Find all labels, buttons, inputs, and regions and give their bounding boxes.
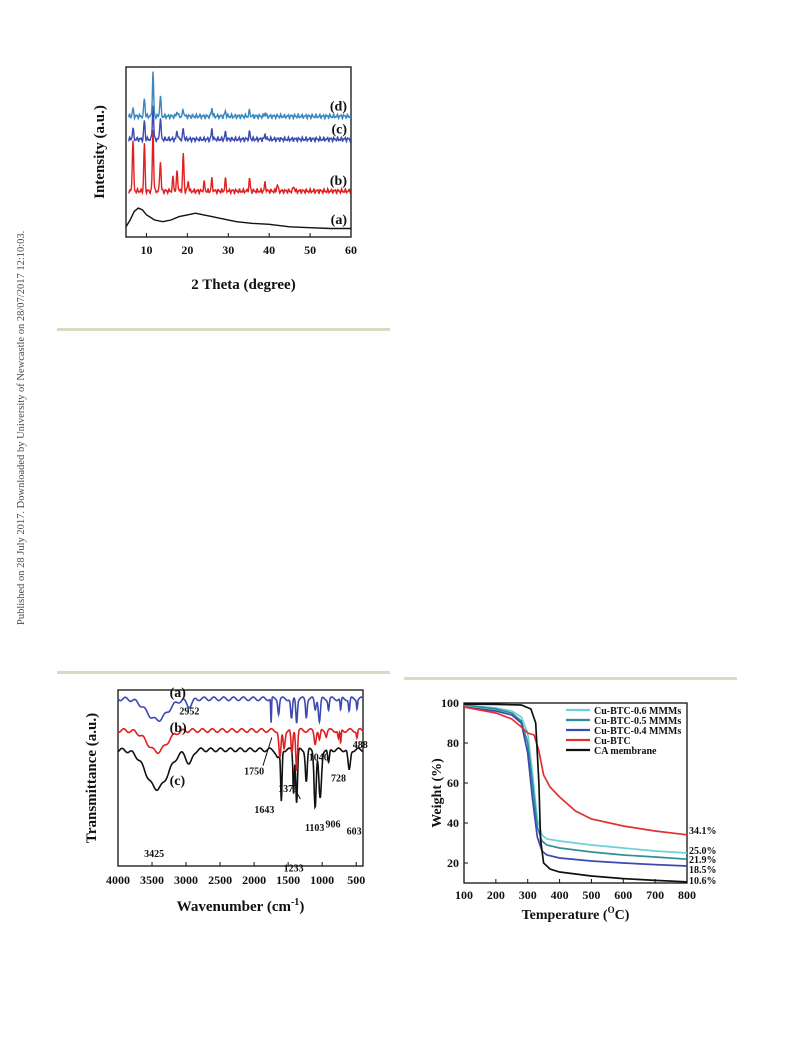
ftir-plot-frame	[117, 689, 364, 867]
tga-x-tick-label: 500	[582, 888, 600, 902]
tga-x-tick-label: 300	[519, 888, 537, 902]
ftir-peak-annotation: 603	[347, 826, 362, 837]
tga-legend-entry: Cu-BTC	[594, 736, 631, 747]
tga-y-tick-label: 100	[441, 696, 459, 710]
ftir-x-tick-label: 3500	[140, 873, 164, 887]
ftir-peak-annotation: 488	[353, 740, 368, 751]
xrd-y-axis-label: Intensity (a.u.)	[92, 105, 108, 199]
xrd-series-line	[125, 207, 351, 230]
tga-series-line	[463, 706, 688, 867]
ftir-peak-annotation: 1103	[305, 823, 324, 834]
ftir-peak-annotation: 3425	[144, 849, 164, 860]
tga-end-value-label: 10.6%	[689, 876, 717, 887]
xrd-series-label: (a)	[331, 213, 348, 228]
ftir-x-tick-label: 3000	[174, 873, 198, 887]
ftir-x-tick-label: 1500	[276, 873, 300, 887]
ftir-peak-annotation: 728	[331, 774, 346, 785]
ftir-peak-annotation: 906	[326, 819, 341, 830]
tga-series-line	[463, 706, 688, 836]
ftir-x-tick-label: 2500	[208, 873, 232, 887]
divider-bottom-left	[57, 671, 390, 674]
xrd-series-label: (c)	[331, 122, 347, 137]
ftir-peak-annotation: 1233	[284, 863, 304, 874]
xrd-series-label: (b)	[330, 174, 347, 189]
ftir-series-line	[117, 696, 364, 725]
ftir-annotation-arrow	[295, 790, 301, 800]
tga-x-tick-label: 200	[487, 888, 505, 902]
xrd-x-tick-label: 20	[181, 243, 193, 257]
ftir-y-axis-label: Transmittance (a.u.)	[84, 713, 100, 843]
tga-x-tick-label: 100	[455, 888, 473, 902]
tga-legend-entry: CA membrane	[594, 746, 657, 757]
ftir-x-tick-label: 4000	[106, 873, 130, 887]
xrd-x-tick-label: 10	[140, 243, 152, 257]
tga-y-tick-label: 20	[447, 856, 459, 870]
ftir-annotation-arrow	[262, 737, 273, 766]
ftir-series-label: (b)	[170, 721, 187, 736]
tga-legend-entry: Cu-BTC-0.4 MMMs	[594, 726, 681, 737]
tga-y-tick-label: 60	[447, 776, 459, 790]
tga-y-tick-label: 40	[447, 816, 459, 830]
tga-end-value-label: 34.1%	[689, 826, 717, 837]
tga-legend-entry: Cu-BTC-0.6 MMMs	[594, 706, 681, 717]
xrd-series-line	[127, 71, 352, 121]
ftir-peak-annotation: 1643	[254, 805, 274, 816]
tga-x-axis-label: Temperature (OC)	[522, 905, 630, 923]
ftir-peak-annotation: 1750	[244, 766, 264, 777]
ftir-x-tick-label: 500	[347, 873, 365, 887]
xrd-x-tick-label: 60	[345, 243, 357, 257]
tga-y-axis-label: Weight (%)	[430, 758, 445, 828]
tga-plot-frame	[463, 702, 688, 884]
divider-bottom-right	[404, 677, 737, 680]
ftir-peak-annotation: 1375	[278, 784, 298, 795]
ftir-x-tick-label: 2000	[242, 873, 266, 887]
xrd-series-label: (d)	[330, 99, 347, 114]
xrd-plot-frame	[125, 66, 352, 238]
ftir-series-label: (a)	[170, 686, 187, 701]
xrd-x-axis-label: 2 Theta (degree)	[191, 277, 295, 293]
tga-y-tick-label: 80	[447, 736, 459, 750]
tga-end-value-label: 21.9%	[689, 855, 717, 866]
xrd-series-line	[128, 129, 351, 196]
ftir-peak-annotation: 1040	[309, 752, 329, 763]
ftir-peak-annotation: 2952	[179, 707, 199, 718]
tga-x-tick-label: 800	[678, 888, 696, 902]
xrd-x-tick-label: 50	[304, 243, 316, 257]
tga-x-tick-label: 700	[646, 888, 664, 902]
ftir-x-tick-label: 1000	[310, 873, 334, 887]
divider-top-left	[57, 328, 390, 331]
ftir-series-line	[117, 727, 364, 771]
tga-end-value-label: 18.5%	[689, 865, 717, 876]
xrd-series-line	[127, 105, 352, 144]
xrd-x-tick-label: 30	[222, 243, 234, 257]
ftir-x-axis-label: Wavenumber (cm-1)	[177, 897, 305, 915]
xrd-x-tick-label: 40	[263, 243, 275, 257]
tga-end-value-label: 25.0%	[689, 846, 717, 857]
ftir-series-label: (c)	[170, 774, 186, 789]
tga-legend-entry: Cu-BTC-0.5 MMMs	[594, 716, 681, 727]
tga-x-tick-label: 600	[614, 888, 632, 902]
tga-series-line	[463, 703, 688, 883]
tga-x-tick-label: 400	[551, 888, 569, 902]
ftir-series-line	[117, 747, 364, 810]
